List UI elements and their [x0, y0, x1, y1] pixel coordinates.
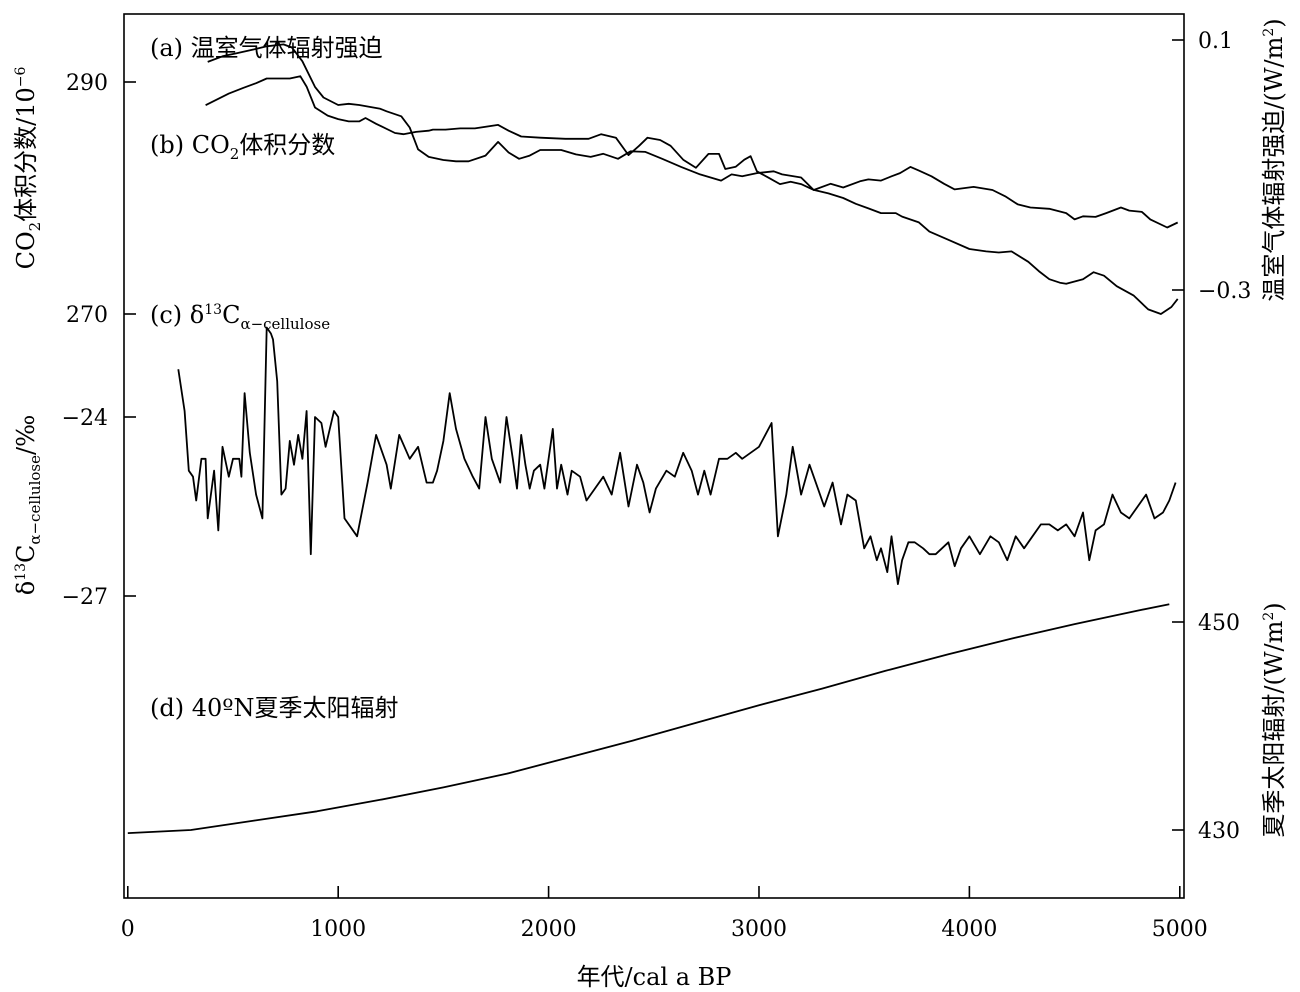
series-line-d: [127, 603, 1170, 834]
panel-label-b-text: (b) CO: [150, 131, 230, 159]
forcing-title-text-rest: ): [1260, 18, 1288, 27]
plot-frame: [123, 13, 1185, 899]
co2-tick-label: 290: [66, 71, 108, 96]
forcing-title-text: 温室气体辐射强迫/(W/m: [1260, 36, 1288, 301]
d13c-title-text: δ: [12, 581, 40, 595]
panel-label-c: (c) δ13Cα−cellulose: [150, 301, 330, 333]
panel-label-a: (a) 温室气体辐射强迫: [150, 34, 383, 62]
insolation-title-text-rest: ): [1260, 602, 1288, 611]
forcing-tick-label: 0.1: [1198, 29, 1233, 54]
co2-tick-label: 270: [66, 303, 108, 328]
insolation-title-text: 夏季太阳辐射/(W/m: [1260, 620, 1288, 837]
d13c-title-superscript: 13: [13, 563, 29, 581]
co2-title-text: CO: [12, 231, 40, 269]
panel-label-b-text-rest: 体积分数: [239, 131, 335, 159]
forcing-tick-label: −0.3: [1198, 279, 1251, 304]
panel-label-c-subscript: α−cellulose: [240, 315, 330, 333]
left-axis-title-co2: CO2体积分数/10−6: [12, 66, 44, 269]
d13c-tick-label: −24: [62, 406, 108, 431]
insolation-tick-label: 430: [1198, 819, 1240, 844]
co2-title-text-rest: 体积分数/10: [12, 87, 40, 222]
forcing-title-superscript: 2: [1261, 28, 1277, 37]
right-axes: 0.1 −0.3 450 430: [1172, 29, 1251, 844]
co2-title-superscript: −6: [13, 66, 29, 87]
d13c-tick-label: −27: [62, 585, 108, 610]
panel-labels: (a) 温室气体辐射强迫 (b) CO2体积分数 (c) δ13Cα−cellu…: [150, 34, 399, 722]
panel-label-b-subscript: 2: [230, 145, 240, 163]
left-axis-title-d13c: δ13Cα−cellulose/‰: [12, 415, 44, 596]
x-axis: 0 1000 2000 3000 4000 5000: [121, 886, 1208, 942]
panel-label-d: (d) 40ºN夏季太阳辐射: [150, 694, 399, 722]
left-axes: 290 270 −24 −27: [62, 71, 136, 610]
d13c-title-text-rest: /‰: [12, 415, 40, 455]
x-tick-label: 3000: [731, 917, 787, 942]
x-axis-title: 年代/cal a BP: [577, 963, 732, 991]
series-line-a: [207, 43, 1179, 229]
right-axis-title-insolation: 夏季太阳辐射/(W/m2): [1260, 602, 1288, 837]
insolation-tick-label: 450: [1198, 611, 1240, 636]
panel-label-c-text-c: C: [222, 301, 240, 329]
series-layer: [127, 43, 1179, 834]
right-axis-title-forcing: 温室气体辐射强迫/(W/m2): [1260, 18, 1288, 301]
series-line-b: [205, 75, 1179, 315]
series-line-c: [177, 326, 1177, 585]
co2-title-subscript: 2: [26, 222, 44, 232]
panel-label-c-text: (c) δ: [150, 301, 204, 329]
insolation-title-superscript: 2: [1261, 612, 1277, 621]
panel-label-b: (b) CO2体积分数: [150, 131, 335, 163]
panel-label-c-superscript: 13: [204, 302, 222, 318]
x-tick-label: 5000: [1152, 917, 1208, 942]
x-tick-label: 2000: [521, 917, 577, 942]
x-tick-label: 1000: [310, 917, 366, 942]
x-tick-label: 4000: [941, 917, 997, 942]
d13c-title-subscript: α−cellulose: [26, 455, 44, 545]
x-tick-label: 0: [121, 917, 135, 942]
d13c-title-text-c: C: [12, 545, 40, 563]
